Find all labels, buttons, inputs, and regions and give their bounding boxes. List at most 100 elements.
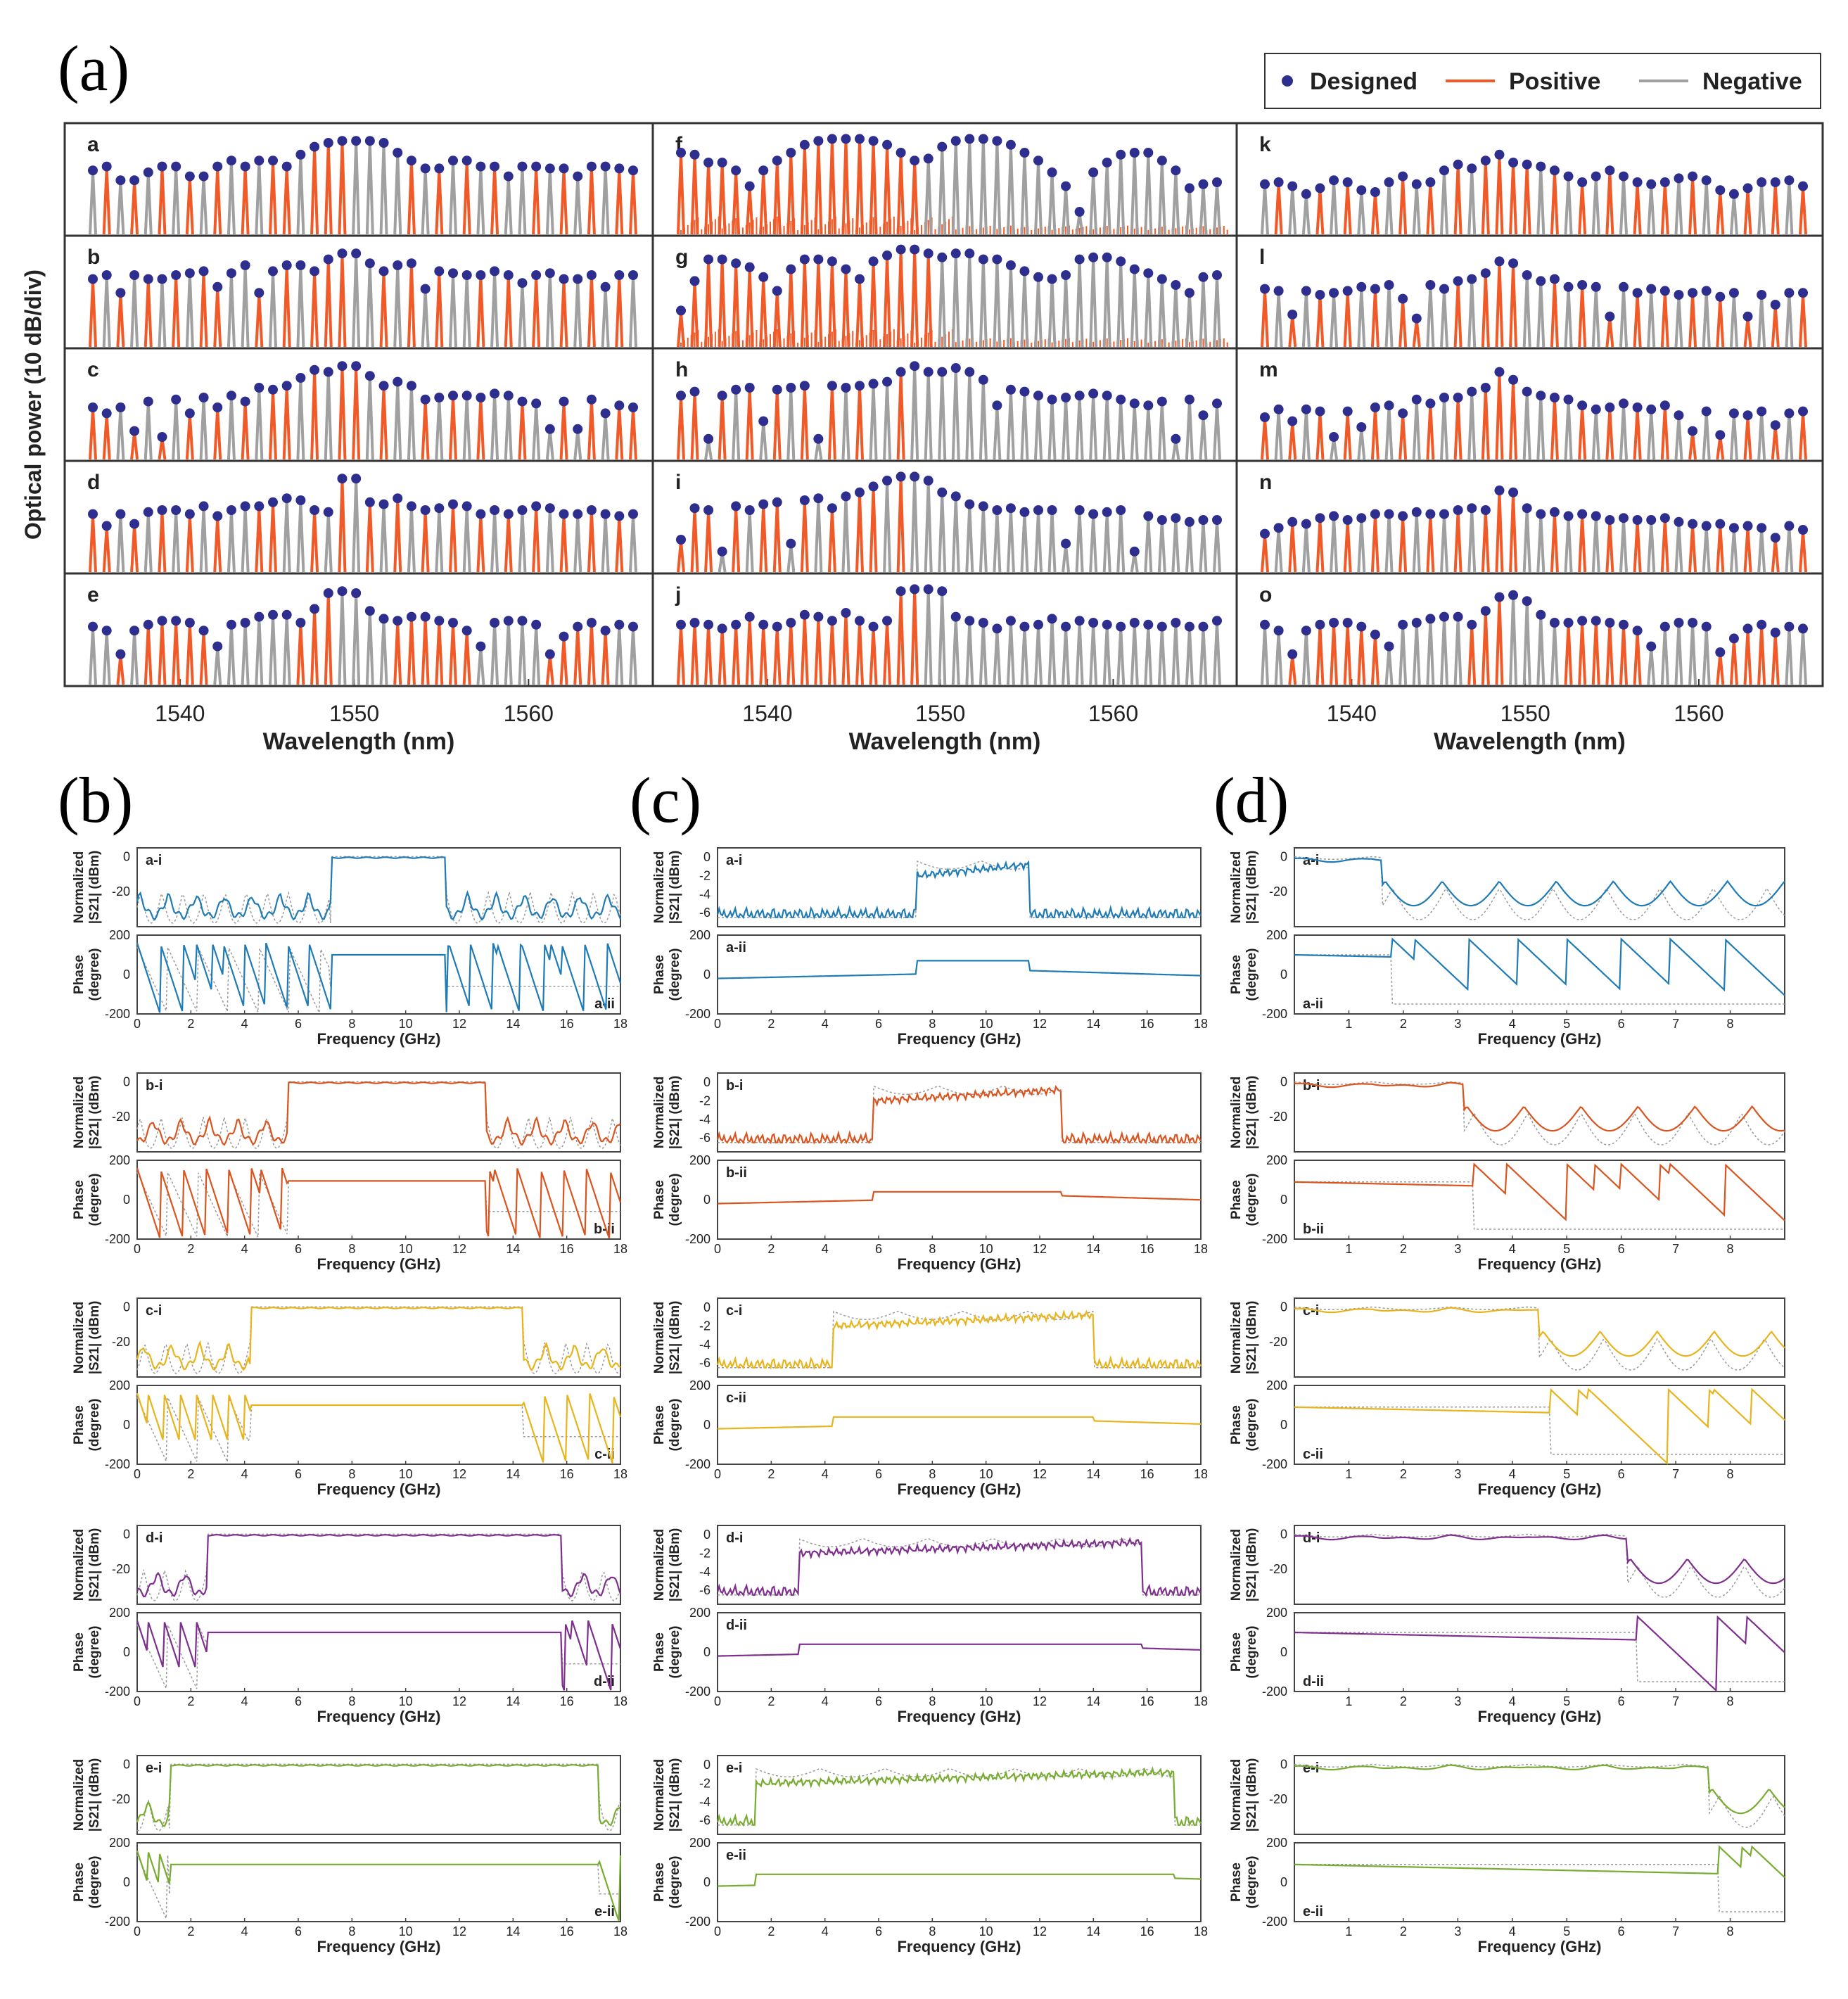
panel-a-designed-point — [950, 363, 961, 373]
panel-a-comb-line — [1440, 290, 1448, 348]
panel-a-designed-point — [503, 171, 514, 182]
panel-a-comb-line — [185, 414, 194, 460]
panel-a-designed-point — [1033, 505, 1043, 515]
panel-a-comb-line — [1075, 622, 1084, 685]
panel-d-mag-trace-label: c-i — [1303, 1303, 1319, 1319]
panel-a-designed-point — [868, 136, 879, 146]
panel-d-xtick-label: 8 — [1727, 1467, 1734, 1481]
panel-a-comb-line — [504, 622, 513, 685]
panel-b-mag-ylabel-line2: |S21| (dBm) — [87, 1758, 102, 1832]
panel-a-comb-line — [1343, 521, 1352, 573]
panel-a-designed-point — [212, 402, 223, 412]
panel-c-phase-ylabel-line2: (degree) — [668, 1174, 682, 1226]
panel-c-phase-ytick-label: 200 — [689, 1836, 710, 1850]
panel-a-comb-line — [1799, 630, 1807, 685]
panel-label-b: (b) — [58, 764, 133, 836]
panel-a-designed-point — [1536, 509, 1546, 519]
panel-c-xlabel: Frequency (GHz) — [897, 1255, 1021, 1273]
panel-a-xtick-label: 1540 — [742, 701, 792, 726]
panel-a-designed-point — [448, 618, 458, 628]
panel-a-comb-line — [1729, 414, 1738, 460]
panel-a-designed-point — [799, 254, 810, 265]
panel-b-xtick-label: 18 — [613, 1924, 627, 1938]
panel-a-designed-point — [378, 614, 389, 624]
panel-d-mag-ylabel-line1: Normalized — [1229, 1077, 1244, 1148]
panel-a-comb-line — [1591, 517, 1600, 573]
panel-a-designed-point — [531, 619, 542, 630]
panel-b-xtick-label: 8 — [348, 1467, 355, 1481]
panel-a-comb-line — [1006, 146, 1015, 235]
panel-a-designed-point — [1143, 268, 1154, 279]
panel-b-phase-ytick-label: 200 — [109, 1378, 130, 1392]
panel-a-designed-point — [950, 611, 961, 622]
panel-a-comb-line — [1130, 153, 1139, 235]
panel-a-designed-point — [937, 586, 948, 597]
panel-a-designed-point — [1171, 513, 1181, 523]
panel-a-designed-point — [143, 507, 153, 517]
panel-a-designed-point — [254, 156, 265, 166]
panel-a-designed-point — [1425, 398, 1436, 409]
panel-a-comb-line — [1412, 623, 1421, 685]
panel-a-designed-point — [1129, 546, 1140, 557]
panel-c-mag-designed-trace — [718, 1085, 1201, 1143]
panel-a-designed-point — [1315, 619, 1325, 630]
panel-c-xtick-label: 18 — [1194, 1467, 1208, 1481]
panel-a-comb-line — [269, 391, 277, 460]
panel-b-xtick-label: 16 — [560, 1467, 574, 1481]
panel-b-phase-axes — [136, 934, 621, 1015]
panel-d-xtick-label: 6 — [1618, 1924, 1625, 1938]
panel-a-comb-line — [1578, 183, 1587, 235]
panel-a-comb-line — [1522, 276, 1531, 348]
panel-b-phase-ytick-label: -200 — [105, 1232, 130, 1246]
panel-a-comb-line — [172, 511, 181, 573]
panel-a-comb-line — [855, 140, 864, 235]
panel-a-comb-line — [1047, 173, 1057, 235]
panel-a-comb-line — [1343, 183, 1352, 235]
panel-a-designed-point — [1701, 521, 1712, 531]
panel-b-phase-measured-trace — [136, 1620, 622, 1691]
panel-b-phase-trace-label: e-ii — [594, 1904, 615, 1919]
panel-a-designed-point — [171, 161, 181, 172]
panel-a-comb-line — [130, 525, 139, 573]
panel-a-designed-point — [717, 546, 727, 557]
panel-a-designed-point — [115, 649, 126, 659]
panel-a-designed-point — [1784, 521, 1795, 531]
panel-a-comb-line — [1412, 185, 1421, 235]
panel-d-mag-ylabel-line2: |S21| (dBm) — [1244, 1301, 1259, 1375]
panel-a-designed-point — [434, 616, 445, 626]
panel-b-mag-measured-trace — [136, 1081, 621, 1146]
panel-a-designed-point — [310, 141, 320, 152]
panel-b-phase-ytick-label: 200 — [109, 1836, 130, 1850]
panel-d-mag-ylabel-line2: |S21| (dBm) — [1244, 1528, 1259, 1602]
panel-a-designed-point — [1260, 284, 1270, 294]
panel-a-comb-line — [677, 312, 685, 348]
panel-c-xtick-label: 2 — [767, 1924, 775, 1938]
panel-a-designed-point — [964, 499, 975, 509]
panel-a-comb-line — [1171, 172, 1180, 235]
panel-a-comb-line — [199, 632, 208, 685]
panel-a-comb-line — [476, 398, 485, 460]
panel-a-comb-line — [1261, 185, 1269, 235]
panel-c-phase-ytick-label: 0 — [703, 1418, 710, 1432]
panel-a-comb-line — [1799, 412, 1807, 460]
panel-a-designed-point — [1370, 187, 1380, 197]
legend-negative-label: Negative — [1702, 68, 1802, 95]
panel-a-designed-point — [1033, 391, 1043, 401]
panel-a-comb-line — [732, 507, 741, 573]
panel-a-comb-line — [896, 153, 905, 235]
panel-d-mag-measured-trace — [1294, 1764, 1785, 1815]
panel-a-comb-line — [1799, 294, 1807, 348]
panel-d-mag-measured-trace — [1294, 1081, 1785, 1132]
panel-a-designed-point — [1301, 626, 1311, 636]
panel-a-comb-line — [1301, 410, 1311, 460]
panel-a-designed-point — [841, 134, 851, 144]
panel-a-designed-point — [378, 381, 389, 391]
panel-d-mag-ylabel-line2: |S21| (dBm) — [1244, 851, 1259, 925]
panel-a-comb-line — [910, 478, 919, 573]
panel-a-designed-point — [992, 623, 1002, 634]
panel-a-designed-point — [1549, 618, 1560, 628]
panel-a-comb-line — [924, 590, 933, 685]
panel-a-comb-line — [130, 182, 139, 235]
panel-a-designed-point — [1632, 177, 1643, 187]
panel-b-mag-ytick-label: 0 — [123, 1527, 130, 1541]
